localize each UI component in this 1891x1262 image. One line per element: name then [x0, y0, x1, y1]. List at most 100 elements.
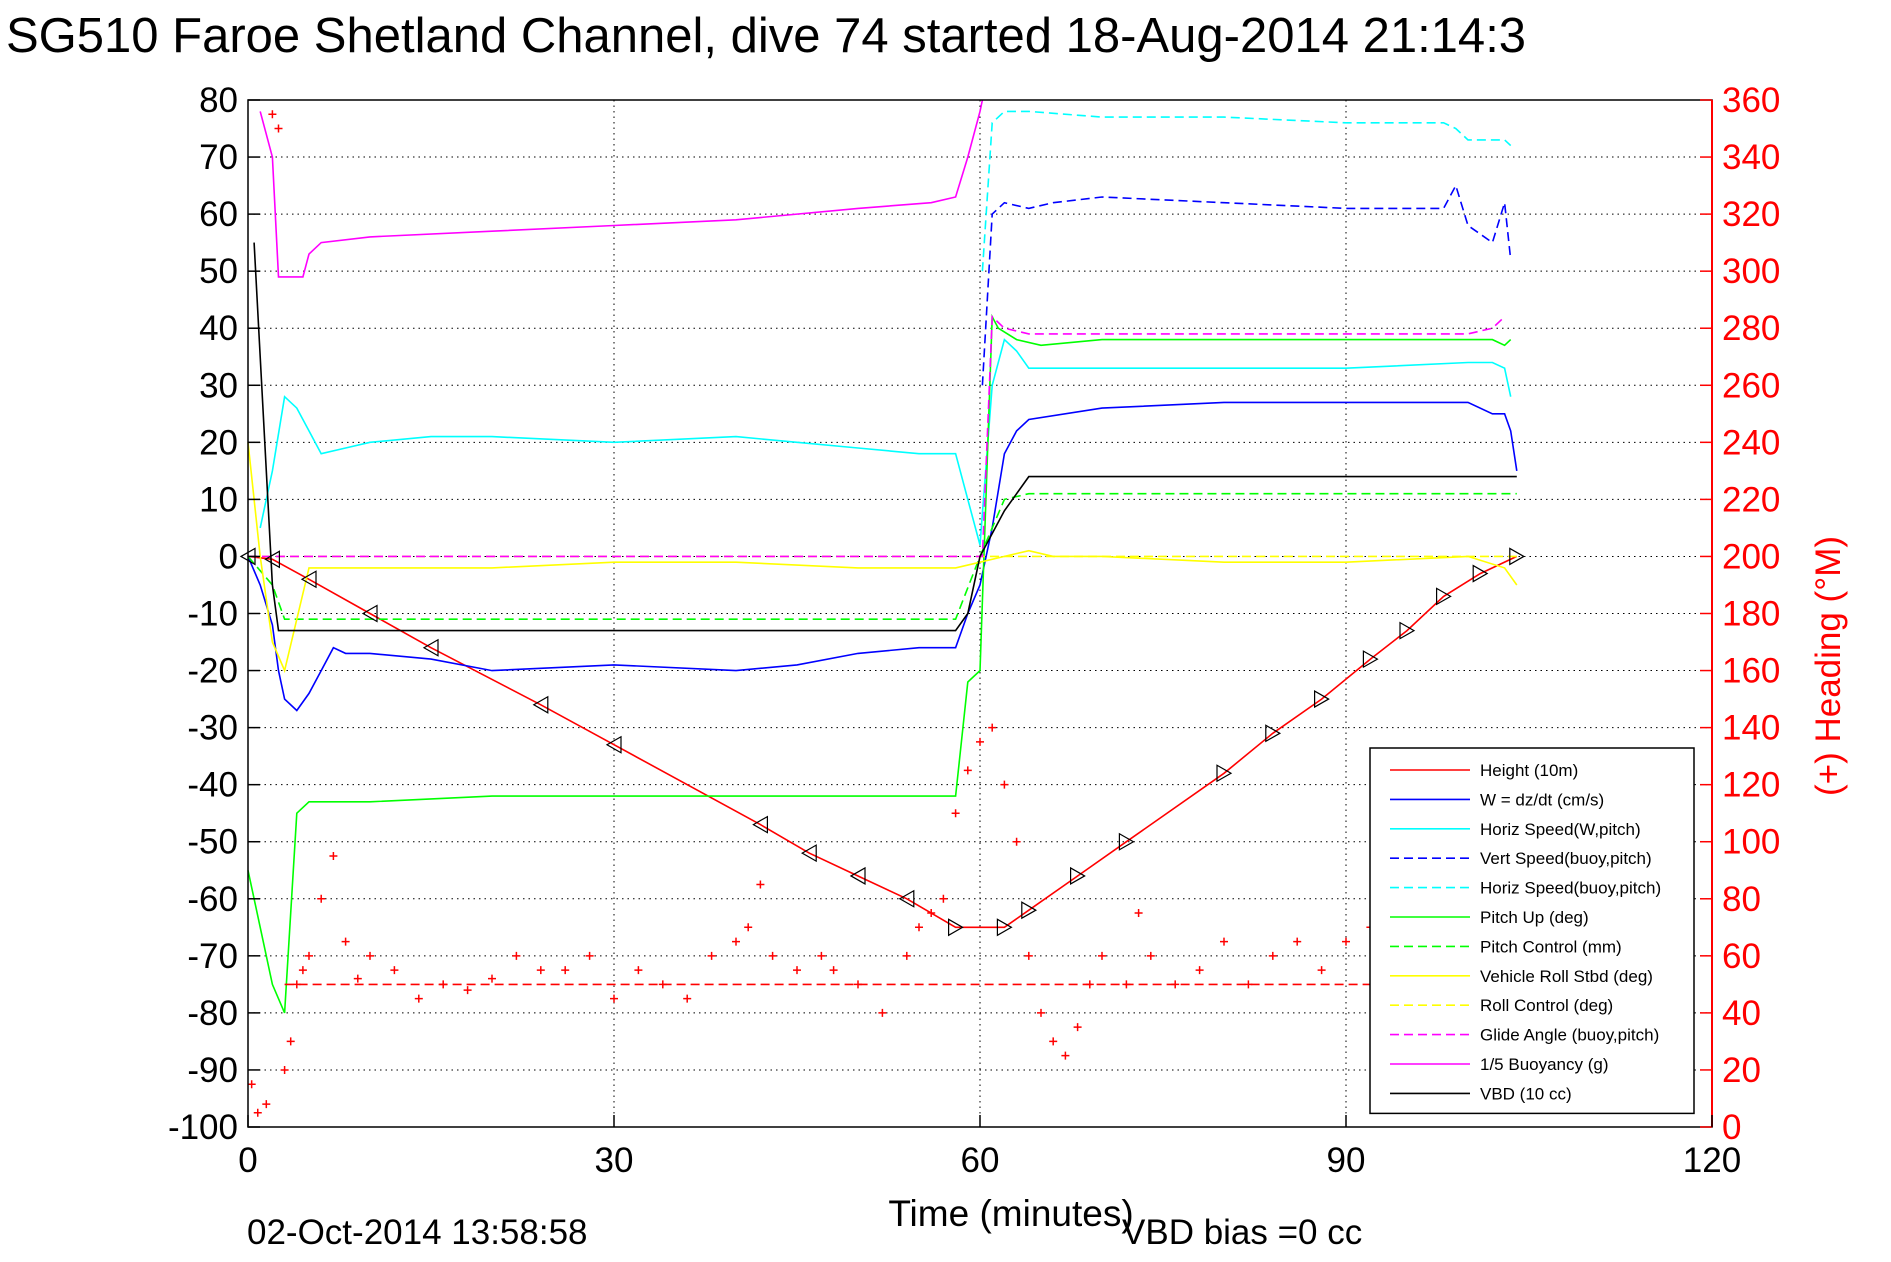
heading-point — [878, 1008, 887, 1017]
height-marker — [1362, 650, 1379, 669]
heading-point — [585, 951, 594, 960]
tick-label-right: 200 — [1722, 537, 1780, 576]
tick-label-right: 260 — [1722, 366, 1780, 405]
tick-label-right: 360 — [1722, 81, 1780, 120]
height-marker — [300, 570, 317, 589]
chart-title: SG510 Faroe Shetland Channel, dive 74 st… — [6, 9, 1526, 63]
heading-point — [610, 994, 618, 1003]
legend-label: Pitch Up (deg) — [1480, 908, 1589, 927]
heading-point — [707, 951, 716, 960]
series-layer — [247, 99, 1518, 1117]
heading-point — [280, 1065, 289, 1074]
series-line-2 — [259, 338, 1512, 546]
height-marker — [532, 695, 549, 714]
heading-point — [390, 966, 399, 975]
legend-box — [1369, 747, 1695, 1115]
series-line-0 — [247, 555, 1518, 929]
axis-ticks — [247, 99, 1713, 1128]
heading-point — [1146, 951, 1155, 960]
heading-point — [915, 923, 923, 932]
heading-point — [939, 894, 948, 903]
height-marker — [1472, 564, 1489, 583]
height-marker — [898, 889, 915, 908]
height-marker — [996, 918, 1013, 937]
heading-point — [1195, 966, 1204, 975]
legend-label: W = dz/dt (cm/s) — [1480, 790, 1604, 809]
tick-label-right: 340 — [1722, 138, 1780, 177]
heading-point — [268, 110, 277, 119]
tick-label-left: -70 — [187, 937, 238, 976]
legend-label: VBD (10 cc) — [1480, 1084, 1572, 1103]
tick-label-right: 240 — [1722, 423, 1780, 462]
series-line-6 — [247, 492, 1517, 621]
tick-label-x: 120 — [1683, 1141, 1741, 1180]
legend-label: Horiz Speed(buoy,pitch) — [1480, 879, 1661, 898]
heading-point — [1037, 1008, 1045, 1017]
height-marker — [1021, 901, 1038, 920]
series-line-1 — [247, 401, 1518, 712]
tick-label-left: 20 — [199, 423, 238, 462]
x-axis-label: Time (minutes) — [888, 1193, 1133, 1234]
heading-point — [1024, 951, 1033, 960]
heading-point — [414, 994, 423, 1003]
tick-label-right: 160 — [1722, 652, 1780, 691]
heading-point — [683, 994, 692, 1003]
tick-label-left: 80 — [199, 81, 238, 120]
heading-point — [902, 951, 911, 960]
right-axis-labels: 3603403203002802602402202001801601401201… — [1722, 81, 1780, 1147]
tick-label-left: -40 — [187, 766, 238, 805]
tick-label-left: -50 — [187, 823, 238, 862]
tick-label-right: 40 — [1722, 994, 1761, 1033]
tick-label-right: 300 — [1722, 252, 1780, 291]
heading-point — [1049, 1037, 1058, 1046]
heading-point — [732, 937, 740, 946]
tick-label-right: 60 — [1722, 937, 1761, 976]
tick-label-left: 40 — [199, 309, 238, 348]
heading-point — [1134, 909, 1143, 918]
heading-point — [366, 951, 374, 960]
heading-point — [274, 124, 283, 133]
height-marker — [948, 918, 964, 937]
height-marker — [1118, 832, 1135, 851]
series-line-7 — [247, 442, 1518, 674]
heading-point — [963, 766, 972, 775]
heading-point — [512, 951, 521, 960]
heading-point — [634, 966, 643, 975]
tick-label-left: -80 — [187, 994, 238, 1033]
heading-point — [305, 951, 313, 960]
tick-label-left: -60 — [187, 880, 238, 919]
height-marker — [1399, 621, 1416, 640]
heading-point — [1342, 937, 1350, 946]
legend-label: Vehicle Roll Stbd (deg) — [1480, 967, 1653, 986]
heading-point — [1268, 951, 1277, 960]
height-marker — [1265, 724, 1282, 743]
tick-label-right: 120 — [1722, 766, 1780, 805]
tick-label-right: 140 — [1722, 709, 1780, 748]
height-marker — [849, 866, 866, 885]
heading-point — [951, 809, 960, 818]
height-marker — [800, 844, 817, 863]
heading-point — [1098, 951, 1106, 960]
height-marker — [361, 604, 378, 623]
tick-label-left: -20 — [187, 652, 238, 691]
height-marker — [1314, 690, 1330, 709]
tick-label-left: 30 — [199, 366, 238, 405]
heading-point — [1012, 837, 1021, 846]
heading-point — [247, 1080, 256, 1089]
heading-point — [317, 894, 326, 903]
legend: Height (10m) W = dz/dt (cm/s) Horiz Speed(… — [1369, 747, 1695, 1115]
legend-label: 1/5 Buoyancy (g) — [1480, 1055, 1609, 1074]
tick-label-x: 0 — [238, 1141, 257, 1180]
tick-label-right: 320 — [1722, 195, 1780, 234]
heading-point — [988, 723, 997, 732]
left-axis-labels: 80 70 60 50 40 30 20 10 0 -10 -20 -30 -40 -50 -60 -70 -8… — [168, 81, 238, 1147]
heading-point — [298, 966, 307, 975]
x-axis-labels: 0 30 60 90 120 — [238, 1141, 1741, 1180]
vbd-bias-note: VBD bias =0 cc — [1122, 1213, 1362, 1252]
height-markers — [239, 547, 1526, 937]
series-line-5 — [247, 313, 1512, 1014]
height-marker — [422, 638, 439, 657]
heading-point — [353, 974, 362, 983]
legend-label: Glide Angle (buoy,pitch) — [1480, 1026, 1659, 1045]
